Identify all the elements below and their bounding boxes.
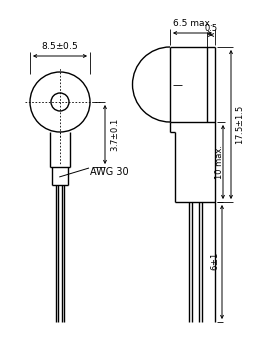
Text: 6$\pm$1: 6$\pm$1 bbox=[209, 252, 220, 271]
Text: 6.5 max.: 6.5 max. bbox=[173, 19, 212, 28]
Text: 8.5$\pm$0.5: 8.5$\pm$0.5 bbox=[41, 40, 79, 51]
Text: 10 max.: 10 max. bbox=[215, 145, 224, 179]
Text: 3.7$\pm$0.1: 3.7$\pm$0.1 bbox=[109, 117, 120, 152]
Text: AWG 30: AWG 30 bbox=[90, 167, 129, 177]
Text: 0.5: 0.5 bbox=[204, 24, 218, 33]
Text: 17.5$\pm$1.5: 17.5$\pm$1.5 bbox=[234, 104, 245, 145]
